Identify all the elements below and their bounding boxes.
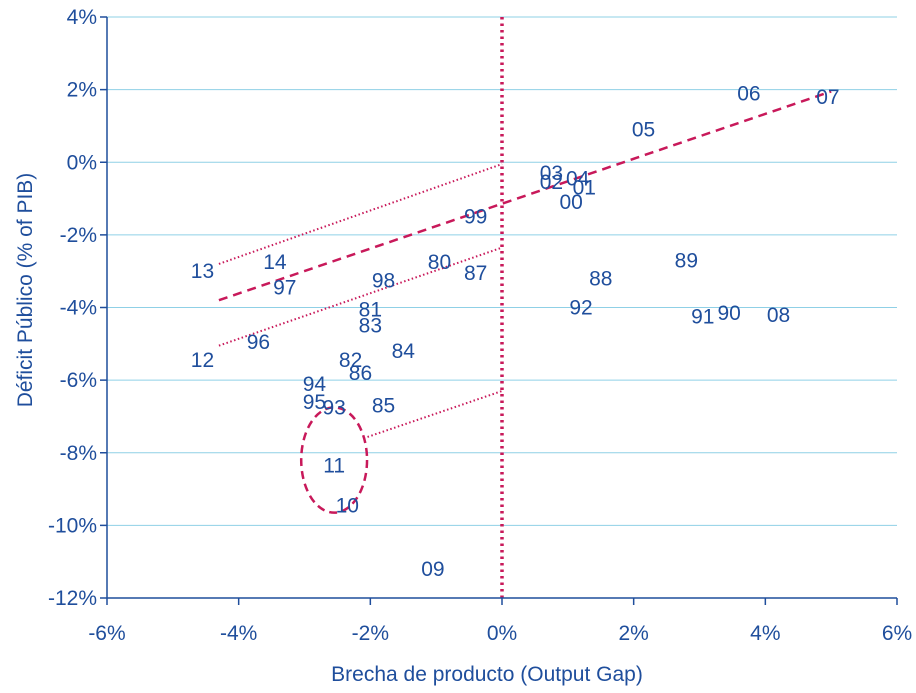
data-point-label: 03 (540, 162, 563, 185)
data-point-label: 90 (717, 302, 740, 325)
data-point-label: 86 (349, 362, 372, 385)
highlight-ellipse (299, 406, 369, 514)
trend-line (218, 90, 832, 302)
data-point-label: 11 (323, 454, 345, 477)
data-point-label: 91 (691, 306, 714, 329)
reference-lines (218, 17, 832, 598)
data-point-label: 83 (359, 315, 382, 338)
x-tick-label: -6% (88, 622, 125, 645)
y-axis-title: Déficit Público (% of PIB) (14, 172, 37, 408)
data-point-label: 05 (632, 119, 655, 142)
data-point-label: 84 (392, 340, 416, 363)
x-tick-label: -2% (352, 622, 389, 645)
data-point-label: 14 (263, 251, 287, 274)
data-point-label: 96 (247, 331, 270, 354)
data-point-label: 04 (566, 168, 590, 191)
x-tick-labels: -6% -4% -2% 0% 2% 4% 6% (88, 622, 912, 645)
y-tick-label: -8% (60, 442, 97, 465)
data-point-label: 95 (303, 391, 326, 414)
x-axis-title: Brecha de producto (Output Gap) (331, 663, 643, 686)
y-tick-label: -2% (60, 224, 97, 247)
y-tick-label: 2% (67, 79, 97, 102)
data-point-label: 85 (372, 395, 395, 418)
y-tick-labels: 4% 2% 0% -2% -4% -6% -8% -10% -12% (48, 6, 97, 610)
data-point-label: 07 (816, 86, 839, 109)
y-tick-label: -10% (48, 514, 97, 537)
data-point-label: 81 (359, 298, 382, 321)
axes (100, 16, 898, 605)
data-point-label: 89 (675, 249, 698, 272)
data-point-label: 10 (336, 494, 359, 517)
data-point-label: 80 (428, 251, 451, 274)
y-tick-label: -12% (48, 587, 97, 610)
x-tick-label: 4% (750, 622, 780, 645)
data-point-label: 06 (737, 82, 760, 105)
band-line (218, 163, 503, 265)
data-point-label: 13 (191, 260, 214, 283)
data-point-label: 92 (569, 297, 592, 320)
data-point-label: 02 (540, 171, 563, 194)
data-point-label: 93 (322, 396, 345, 419)
data-point-label: 88 (589, 267, 612, 290)
data-point-label: 94 (303, 373, 327, 396)
data-point-label: 97 (273, 277, 296, 300)
data-point-label: 08 (767, 304, 790, 327)
x-tick-label: 6% (882, 622, 912, 645)
data-point-label: 82 (339, 349, 362, 372)
data-point-label: 12 (191, 349, 214, 372)
x-tick-label: -4% (220, 622, 257, 645)
y-tick-label: 4% (67, 6, 97, 29)
data-point-label: 87 (464, 262, 487, 285)
data-point-label: 99 (464, 206, 487, 229)
data-point-label: 09 (421, 558, 444, 581)
data-point-label: 98 (372, 269, 395, 292)
x-tick-label: 0% (487, 622, 517, 645)
x-tick-label: 2% (618, 622, 648, 645)
y-tick-label: 0% (67, 151, 97, 174)
data-point-label: 00 (559, 191, 582, 214)
band-line (363, 390, 503, 440)
data-point-label: 01 (573, 177, 596, 200)
y-tick-label: -4% (60, 297, 97, 320)
y-tick-label: -6% (60, 369, 97, 392)
